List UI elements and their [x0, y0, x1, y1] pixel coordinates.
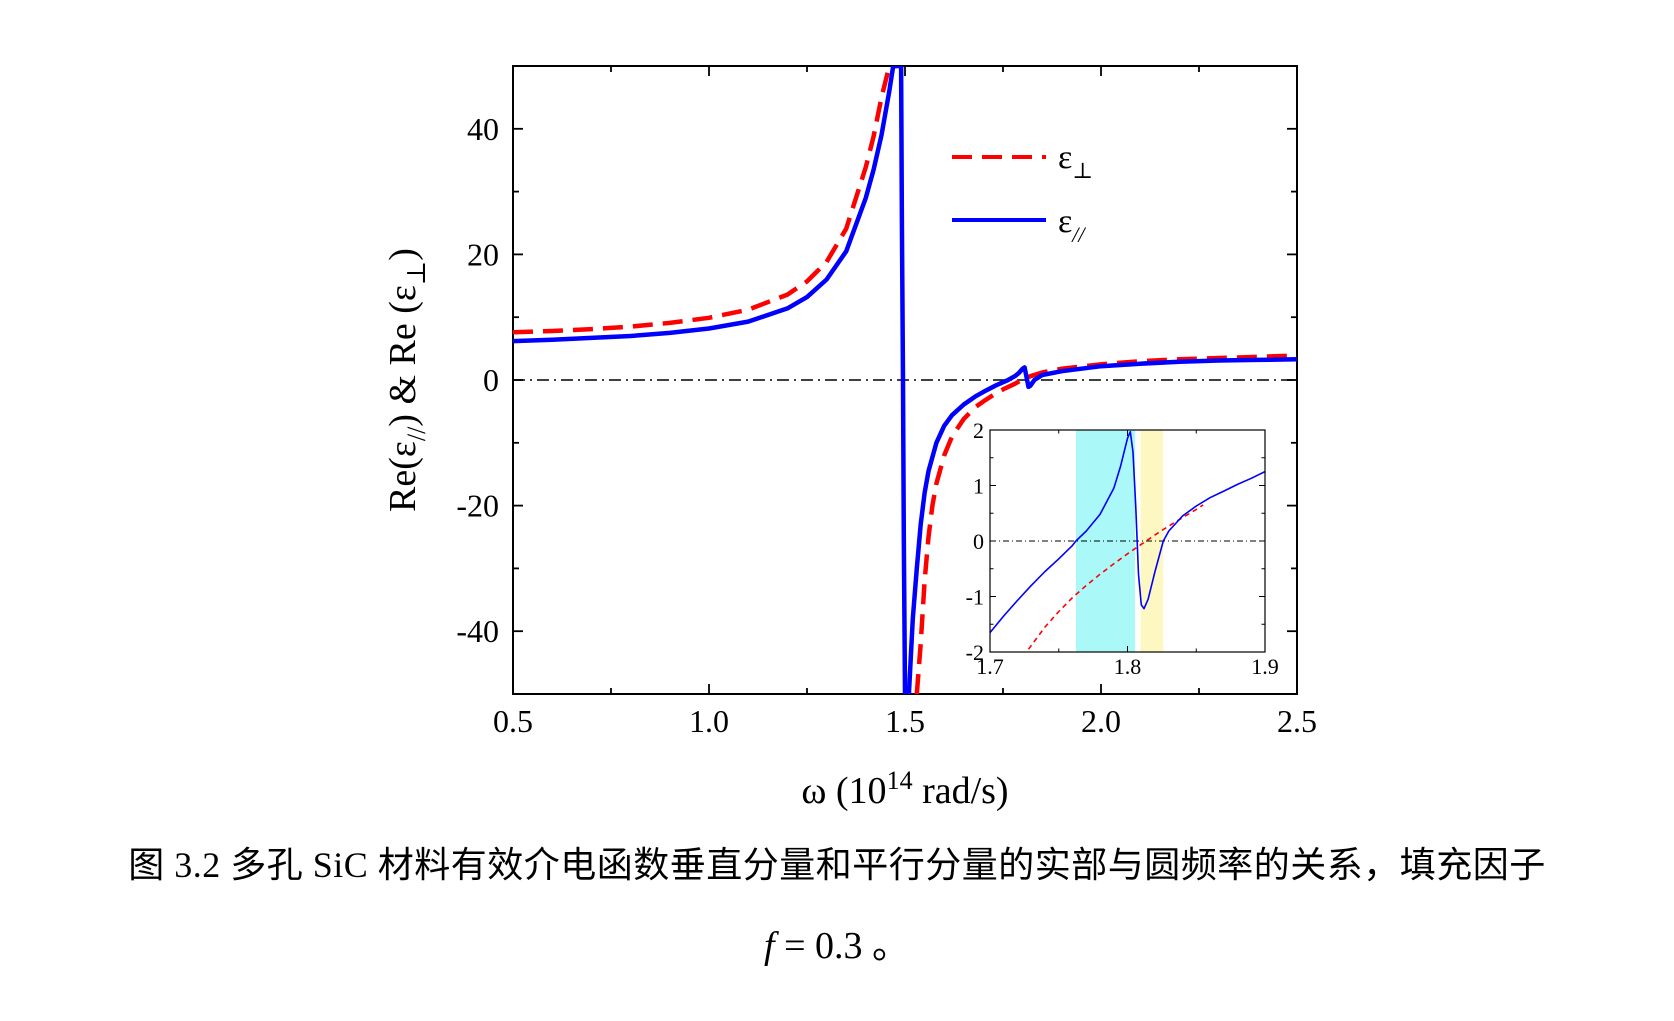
inset-x-tick-label: 1.9: [1251, 654, 1279, 679]
y-axis-title: Re(ε//) & Re (ε⊥): [382, 248, 431, 512]
y-tick-label: -20: [456, 488, 499, 524]
x-tick-label: 0.5: [493, 703, 533, 739]
series-line-perp-seg1: [914, 353, 1297, 694]
caption-value: = 0.3 。: [774, 925, 910, 967]
inset-x-tick-label: 1.8: [1114, 654, 1142, 679]
legend-label-perp: ε⊥: [1058, 139, 1093, 183]
figure-caption-line1: 图 3.2 多孔 SiC 材料有效介电函数垂直分量和平行分量的实部与圆频率的关系…: [128, 845, 1546, 885]
main-y-tick-labels: -40 -20 0 20 40: [456, 111, 499, 649]
inset-y-tick-label: 2: [973, 418, 984, 443]
series-line-par-seg0: [513, 66, 902, 344]
inset-series-line-par: [990, 430, 1265, 634]
inset-y-tick-label: -2: [966, 640, 984, 665]
main-series-group: [513, 66, 1297, 694]
inset-x-tick-label: 1.7: [976, 654, 1004, 679]
legend-label-par: ε//: [1058, 203, 1086, 247]
inset-y-tick-labels: -2 -1 0 1 2: [966, 418, 984, 665]
inset-series-group: [990, 430, 1265, 650]
main-x-tick-labels: 0.5 1.0 1.5 2.0 2.5: [493, 703, 1317, 739]
x-tick-label: 2.5: [1277, 703, 1317, 739]
x-axis-title: ω (1014 rad/s): [801, 766, 1008, 812]
inset-axis-ticks: [989, 429, 1266, 653]
y-tick-label: -40: [456, 613, 499, 649]
caption-variable: f: [764, 925, 775, 967]
legend: ε⊥ ε//: [952, 139, 1093, 247]
inset-x-tick-labels: 1.7 1.8 1.9: [976, 654, 1279, 679]
inset-y-tick-label: 0: [973, 529, 984, 554]
inset-y-tick-label: 1: [973, 474, 984, 499]
y-tick-label: 40: [467, 111, 499, 147]
y-tick-label: 0: [483, 362, 499, 398]
series-line-par-seg1: [898, 66, 908, 694]
x-tick-label: 2.0: [1081, 703, 1121, 739]
x-tick-label: 1.5: [885, 703, 925, 739]
series-line-perp-seg0: [513, 66, 898, 335]
figure-caption-line2: f = 0.3 。: [0, 914, 1674, 969]
x-tick-label: 1.0: [689, 703, 729, 739]
y-tick-label: 20: [467, 236, 499, 272]
inset-y-tick-label: -1: [966, 585, 984, 610]
series-line-par-seg2: [906, 357, 1297, 694]
